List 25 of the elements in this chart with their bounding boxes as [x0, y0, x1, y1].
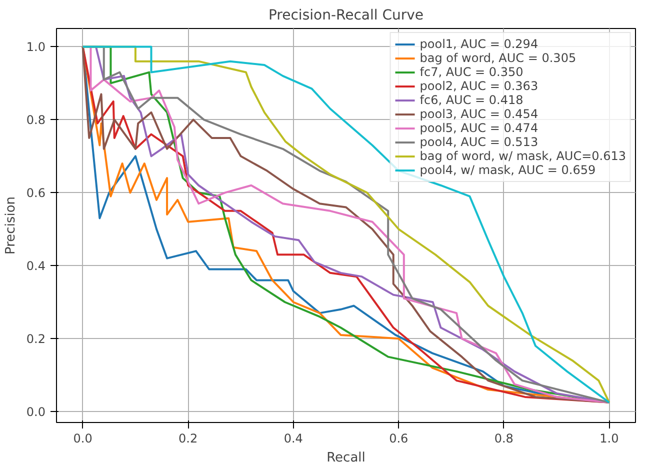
x-tick-label: 0.4	[284, 432, 303, 446]
legend-label: pool4, AUC = 0.513	[420, 135, 538, 149]
y-tick-label: 0.6	[26, 186, 46, 200]
y-tick-label: 1.0	[26, 40, 46, 54]
y-tick-label: 0.2	[26, 332, 46, 346]
legend-label: fc7, AUC = 0.350	[420, 65, 524, 79]
y-tick-label: 0.4	[26, 259, 46, 274]
legend-label: pool5, AUC = 0.474	[420, 121, 538, 135]
y-axis-title: Precision	[3, 196, 18, 254]
legend-label: pool3, AUC = 0.454	[420, 107, 538, 121]
x-tick-label: 0.6	[389, 432, 408, 446]
y-tick-label: 0.8	[26, 113, 46, 128]
x-tick-label: 0.2	[178, 432, 198, 446]
legend-label: bag of word, AUC = 0.305	[420, 51, 576, 65]
x-tick-label: 0.8	[494, 432, 514, 446]
legend-label: pool1, AUC = 0.294	[420, 37, 538, 51]
x-axis-title: Recall	[326, 450, 366, 466]
x-tick-label: 1.0	[600, 432, 619, 446]
legend-label: fc6, AUC = 0.418	[420, 93, 524, 107]
y-tick-label: 0.0	[26, 405, 46, 420]
legend-label: pool4, w/ mask, AUC = 0.659	[420, 163, 596, 177]
legend-label: bag of word, w/ mask, AUC=0.613	[420, 149, 626, 163]
x-tick-label: 0.0	[73, 432, 92, 446]
legend-label: pool2, AUC = 0.363	[420, 79, 538, 93]
chart-title: Precision-Recall Curve	[268, 8, 424, 24]
